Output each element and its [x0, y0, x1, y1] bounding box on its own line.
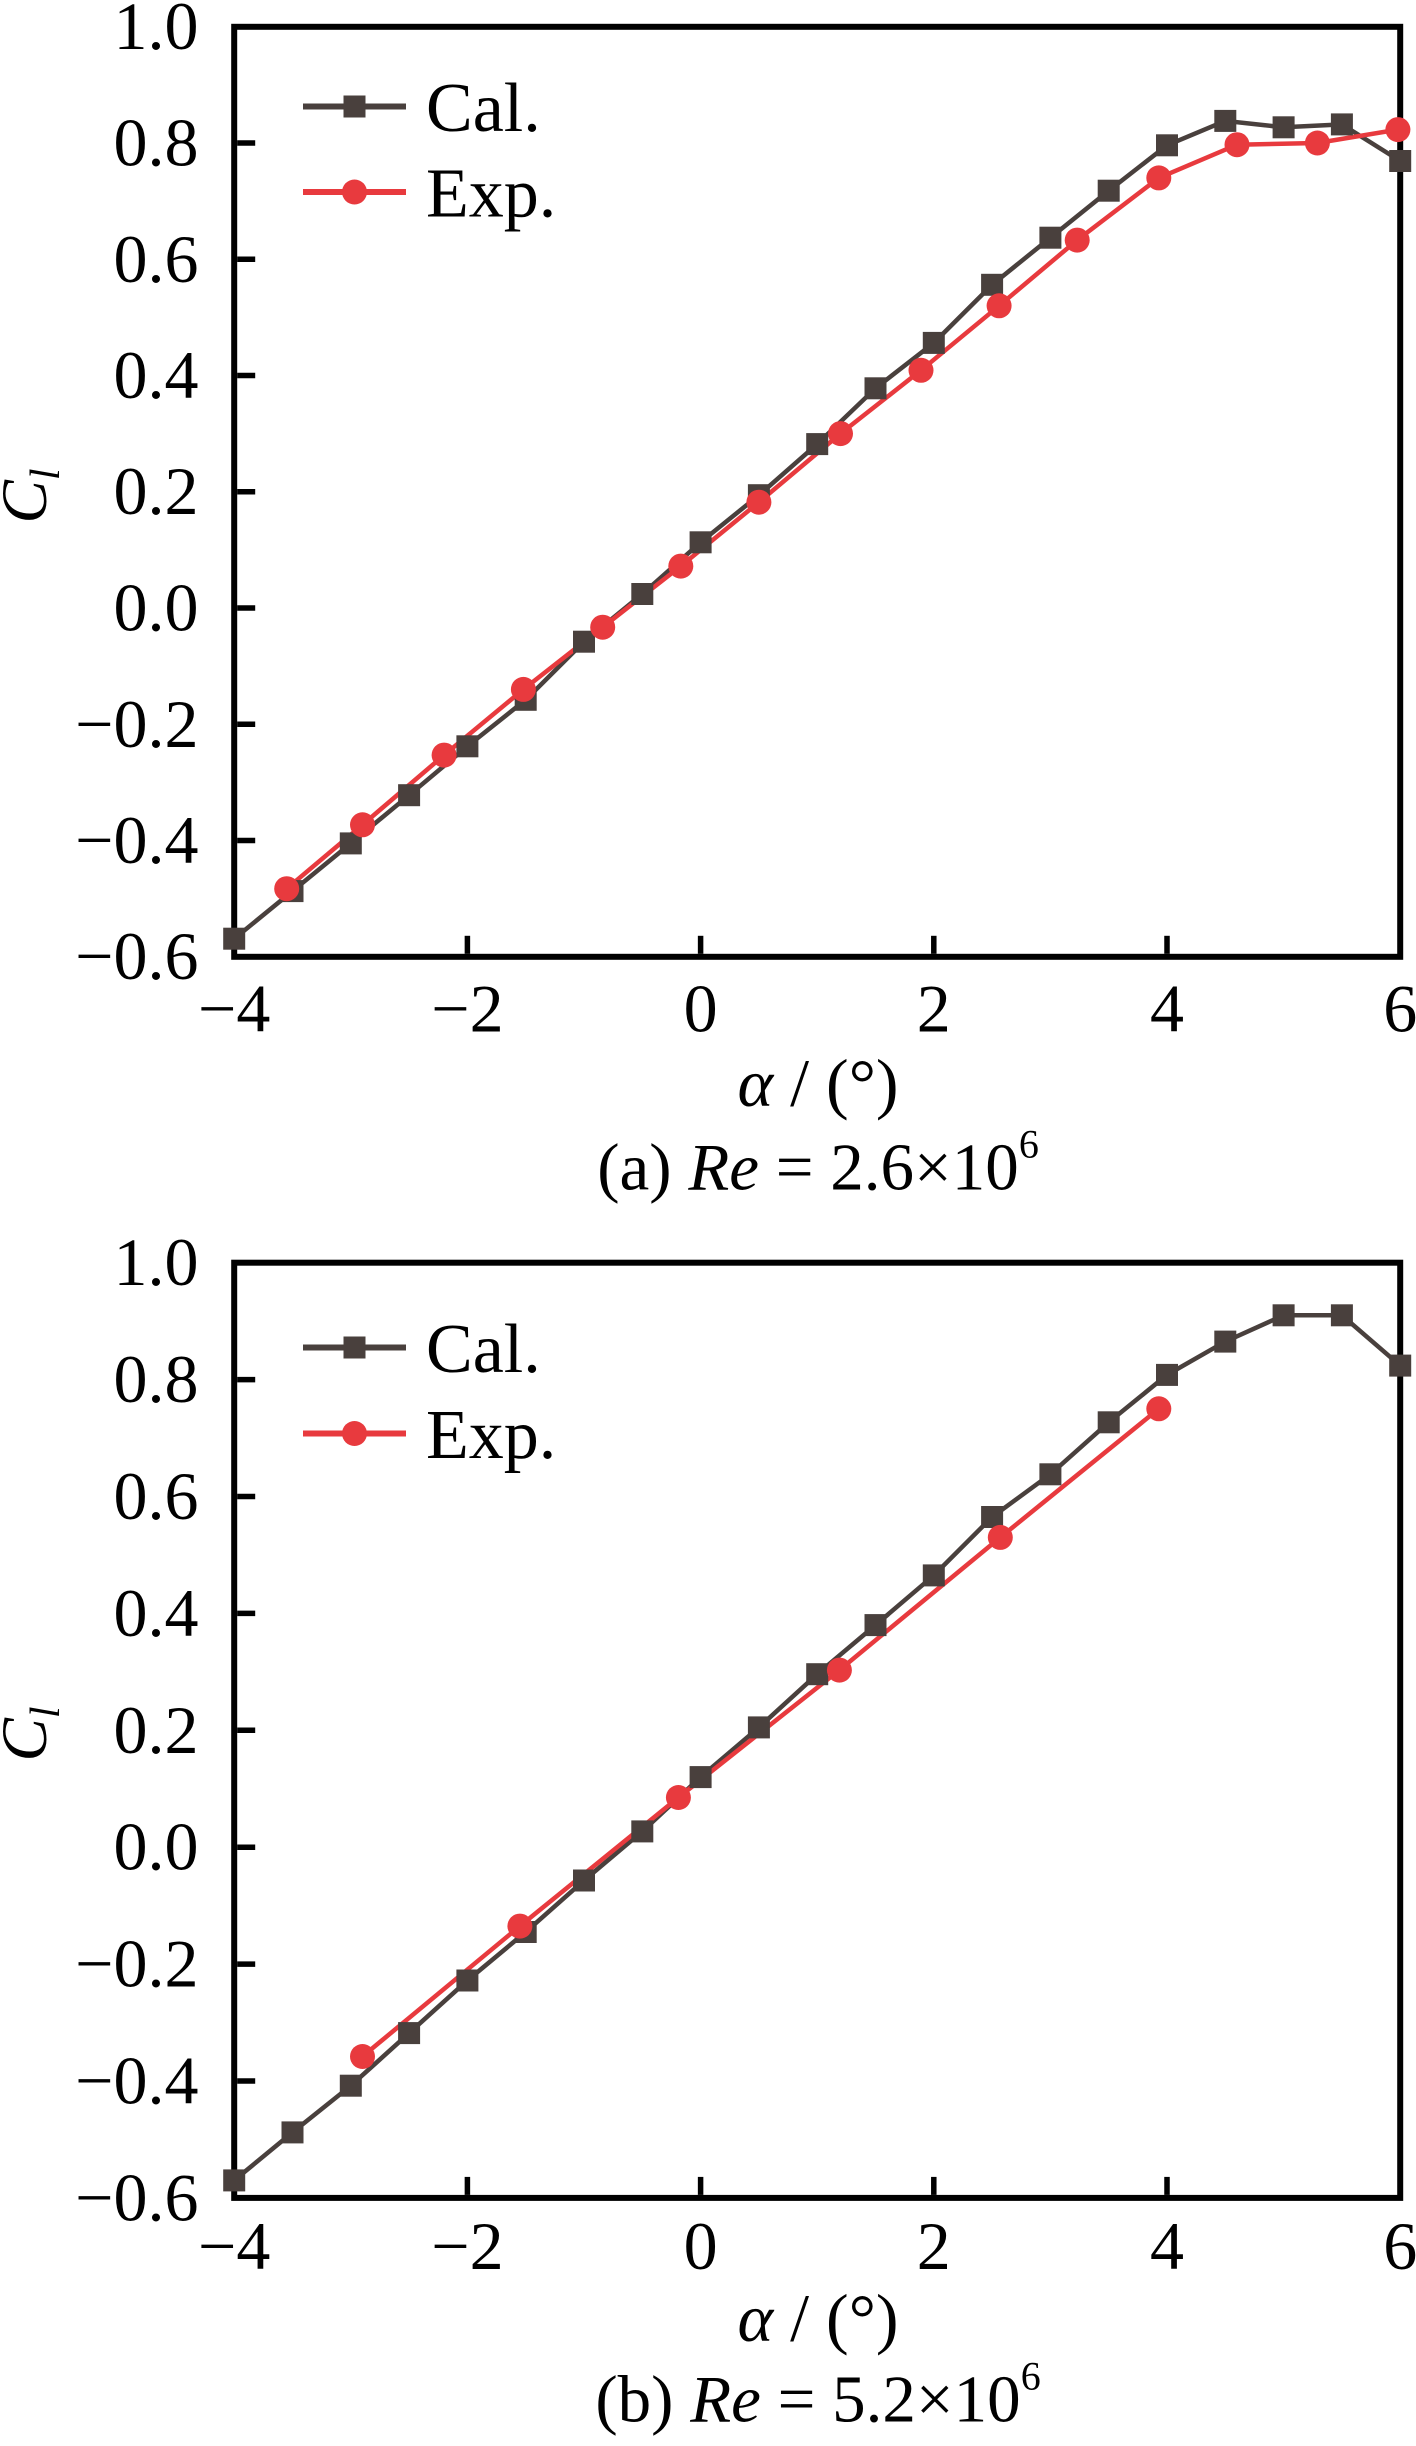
svg-text:2: 2 — [917, 971, 951, 1047]
svg-text:−0.6: −0.6 — [75, 918, 198, 994]
svg-text:−0.2: −0.2 — [75, 1926, 198, 2002]
svg-text:1.0: 1.0 — [114, 0, 199, 64]
svg-text:6: 6 — [1383, 971, 1416, 1047]
svg-text:Exp.: Exp. — [426, 156, 556, 233]
svg-text:4: 4 — [1150, 2208, 1184, 2284]
svg-text:0.6: 0.6 — [114, 1458, 199, 1534]
svg-text:(a) Re = 2.6×106: (a) Re = 2.6×106 — [597, 1122, 1039, 1205]
svg-text:0.4: 0.4 — [114, 1575, 199, 1651]
svg-text:4: 4 — [1150, 971, 1184, 1047]
svg-text:−2: −2 — [431, 971, 503, 1047]
svg-text:Cal.: Cal. — [426, 70, 541, 147]
svg-text:2: 2 — [917, 2208, 951, 2284]
svg-text:1.0: 1.0 — [114, 1224, 199, 1300]
svg-text:0.0: 0.0 — [114, 570, 199, 646]
svg-text:0.4: 0.4 — [114, 337, 199, 413]
svg-text:−2: −2 — [431, 2208, 503, 2284]
svg-text:0.8: 0.8 — [114, 1341, 199, 1417]
svg-text:α / (°): α / (°) — [737, 1045, 898, 1121]
svg-text:0.0: 0.0 — [114, 1809, 199, 1885]
svg-text:−0.2: −0.2 — [75, 686, 198, 762]
svg-text:6: 6 — [1383, 2208, 1416, 2284]
svg-text:(b) Re = 5.2×106: (b) Re = 5.2×106 — [595, 2354, 1040, 2437]
svg-text:0: 0 — [684, 971, 718, 1047]
svg-text:−0.6: −0.6 — [75, 2159, 198, 2235]
svg-text:−0.4: −0.4 — [75, 2043, 198, 2119]
svg-text:−4: −4 — [198, 2208, 270, 2284]
svg-text:Exp.: Exp. — [426, 1397, 556, 1474]
svg-text:α / (°): α / (°) — [737, 2280, 898, 2356]
svg-text:0.6: 0.6 — [114, 221, 199, 297]
svg-text:0: 0 — [684, 2208, 718, 2284]
svg-text:0.2: 0.2 — [114, 1692, 199, 1768]
svg-text:0.8: 0.8 — [114, 105, 199, 181]
svg-text:−4: −4 — [198, 971, 270, 1047]
svg-text:−0.4: −0.4 — [75, 802, 198, 878]
svg-text:0.2: 0.2 — [114, 453, 199, 529]
svg-text:Cal.: Cal. — [426, 1311, 541, 1388]
